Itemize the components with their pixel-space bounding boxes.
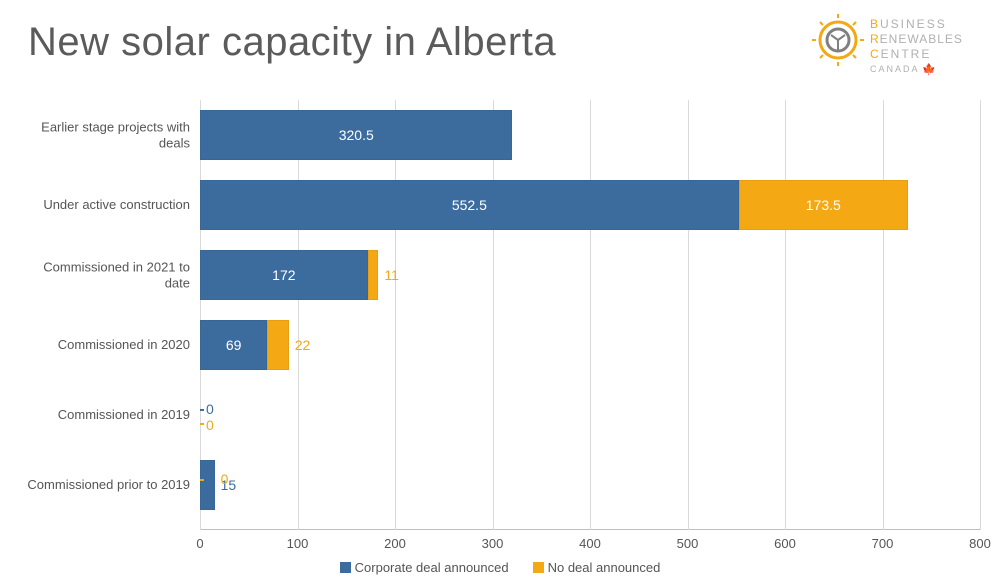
category-label: Earlier stage projects with deals: [20, 119, 190, 150]
x-tick-label: 100: [287, 536, 309, 551]
org-logo: BUSINESS RENEWABLES CENTRE CANADA 🍁: [812, 10, 982, 80]
bar-row: 320.5: [200, 110, 980, 160]
svg-text:BUSINESS: BUSINESS: [870, 17, 947, 31]
value-label: 173.5: [806, 198, 841, 212]
zero-tick: [200, 479, 204, 481]
grid-line: [980, 100, 981, 530]
bar-segment: [368, 250, 379, 300]
value-label: 69: [226, 338, 242, 352]
plot-area: 0100200300400500600700800320.5552.5173.5…: [200, 100, 980, 530]
x-tick-label: 300: [482, 536, 504, 551]
maple-leaf-icon: 🍁: [922, 63, 936, 76]
bar-row: 552.5 173.5: [200, 180, 980, 230]
logo-sub: CANADA: [870, 64, 920, 74]
value-label: 320.5: [339, 128, 374, 142]
value-label: 0: [206, 402, 214, 416]
bar-row: 69 22: [200, 320, 980, 370]
page: New solar capacity in Alberta: [0, 0, 1000, 588]
x-tick-label: 0: [196, 536, 203, 551]
bar-row: 150: [200, 460, 980, 510]
legend-swatch: [533, 562, 544, 573]
legend-item: No deal announced: [533, 560, 661, 575]
value-label: 22: [295, 338, 311, 352]
svg-text:CENTRE: CENTRE: [870, 47, 931, 61]
category-label: Commissioned in 2019: [20, 407, 190, 423]
bar-segment: [200, 460, 215, 510]
x-tick-label: 400: [579, 536, 601, 551]
value-label: 0: [206, 418, 214, 432]
bar-segment: [267, 320, 288, 370]
bar-row: 172 11: [200, 250, 980, 300]
legend-label: No deal announced: [548, 560, 661, 575]
chart-title: New solar capacity in Alberta: [28, 20, 556, 65]
category-label: Commissioned in 2021 to date: [20, 259, 190, 290]
x-tick-label: 700: [872, 536, 894, 551]
category-label: Commissioned in 2020: [20, 337, 190, 353]
x-tick-label: 600: [774, 536, 796, 551]
x-tick-label: 800: [969, 536, 991, 551]
category-label: Commissioned prior to 2019: [20, 477, 190, 493]
x-tick-label: 200: [384, 536, 406, 551]
zero-tick: [200, 409, 204, 411]
legend: Corporate deal announced No deal announce…: [0, 560, 1000, 575]
value-label: 0: [221, 472, 229, 486]
chart-area: Earlier stage projects with deals Under a…: [20, 100, 980, 530]
logo-line3: ENTRE: [881, 47, 932, 61]
value-label: 172: [272, 268, 295, 282]
logo-line2: ENEWABLES: [880, 32, 963, 46]
bar-row: 00: [200, 390, 980, 440]
org-logo-svg: BUSINESS RENEWABLES CENTRE CANADA 🍁: [812, 10, 982, 80]
zero-tick: [200, 423, 204, 425]
x-tick-label: 500: [677, 536, 699, 551]
value-label: 11: [384, 268, 399, 282]
svg-text:RENEWABLES: RENEWABLES: [870, 32, 963, 46]
logo-line1: USINESS: [880, 17, 947, 31]
category-label: Under active construction: [20, 197, 190, 213]
y-axis-labels: Earlier stage projects with deals Under a…: [20, 100, 200, 530]
legend-item: Corporate deal announced: [340, 560, 509, 575]
value-label: 552.5: [452, 198, 487, 212]
legend-swatch: [340, 562, 351, 573]
legend-label: Corporate deal announced: [355, 560, 509, 575]
